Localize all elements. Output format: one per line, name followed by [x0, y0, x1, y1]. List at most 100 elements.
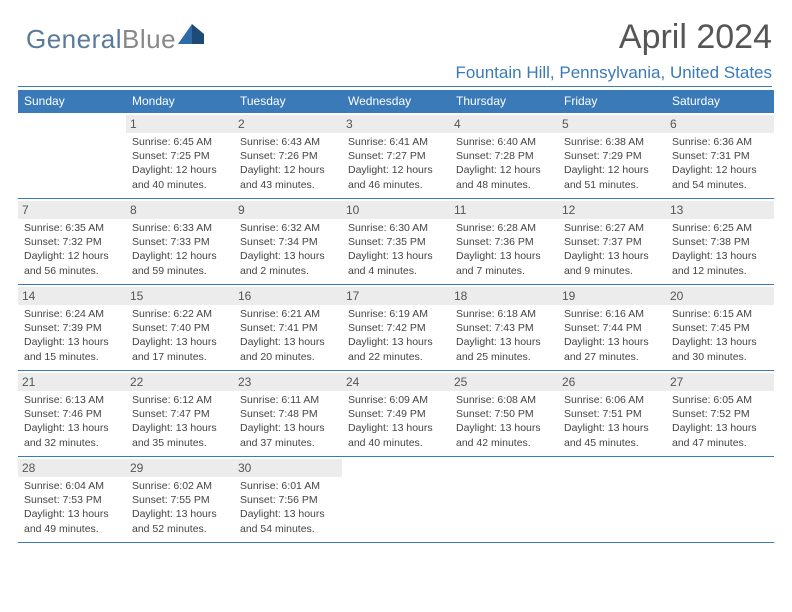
day-cell: 14Sunrise: 6:24 AMSunset: 7:39 PMDayligh…: [18, 285, 126, 370]
day-number: 2: [234, 115, 342, 133]
day-number: 24: [342, 373, 450, 391]
daylight-line: Daylight: 13 hours and 25 minutes.: [456, 335, 552, 363]
daylight-line: Daylight: 12 hours and 46 minutes.: [348, 163, 444, 191]
day-cell: 1Sunrise: 6:45 AMSunset: 7:25 PMDaylight…: [126, 113, 234, 198]
sunrise-line: Sunrise: 6:36 AM: [672, 135, 768, 149]
day-cell: 12Sunrise: 6:27 AMSunset: 7:37 PMDayligh…: [558, 199, 666, 284]
day-number: 1: [126, 115, 234, 133]
daylight-line: Daylight: 13 hours and 17 minutes.: [132, 335, 228, 363]
day-cell: 23Sunrise: 6:11 AMSunset: 7:48 PMDayligh…: [234, 371, 342, 456]
dow-cell: Wednesday: [342, 90, 450, 113]
dow-cell: Sunday: [18, 90, 126, 113]
sunset-line: Sunset: 7:37 PM: [564, 235, 660, 249]
day-number: 25: [450, 373, 558, 391]
sunset-line: Sunset: 7:51 PM: [564, 407, 660, 421]
sunrise-line: Sunrise: 6:41 AM: [348, 135, 444, 149]
day-number: 17: [342, 287, 450, 305]
day-cell: 19 Sunrise: 6:16 AMSunset: 7:44 PMDayligh…: [558, 285, 666, 370]
daylight-line: Daylight: 13 hours and 35 minutes.: [132, 421, 228, 449]
sunrise-line: Sunrise: 6:01 AM: [240, 479, 336, 493]
day-cell: 26Sunrise: 6:06 AMSunset: 7:51 PMDayligh…: [558, 371, 666, 456]
day-cell: 4Sunrise: 6:40 AMSunset: 7:28 PMDaylight…: [450, 113, 558, 198]
day-number: 16: [234, 287, 342, 305]
sunset-line: Sunset: 7:33 PM: [132, 235, 228, 249]
day-number: 12: [558, 201, 666, 219]
week-row: 28 Sunrise: 6:04 AMSunset: 7:53 PM Dayligh…: [18, 457, 774, 543]
sunset-line: Sunset: 7:28 PM: [456, 149, 552, 163]
daylight-line: Daylight: 13 hours and 7 minutes.: [456, 249, 552, 277]
sunset-line: Sunset: 7:44 PM: [564, 321, 660, 335]
location-line: Fountain Hill, Pennsylvania, United Stat…: [18, 63, 772, 87]
sunrise-line: Sunrise: 6:04 AM: [24, 479, 120, 493]
dow-cell: Friday: [558, 90, 666, 113]
sunrise-line: Sunrise: 6:13 AM: [24, 393, 120, 407]
day-cell: 18Sunrise: 6:18 AMSunset: 7:43 PMDayligh…: [450, 285, 558, 370]
dow-cell: Tuesday: [234, 90, 342, 113]
daylight-line: Daylight: 13 hours and 27 minutes.: [564, 335, 660, 363]
week-row: 21Sunrise: 6:13 AMSunset: 7:46 PMDayligh…: [18, 371, 774, 457]
sunrise-line: Sunrise: 6:40 AM: [456, 135, 552, 149]
day-cell: 6Sunrise: 6:36 AMSunset: 7:31 PMDaylight…: [666, 113, 774, 198]
day-number: 21: [18, 373, 126, 391]
daylight-line: Daylight: 13 hours and 45 minutes.: [564, 421, 660, 449]
day-number: 15: [126, 287, 234, 305]
day-number: 9: [234, 201, 342, 219]
day-cell: [342, 457, 450, 542]
calendar: SundayMondayTuesdayWednesdayThursdayFrid…: [18, 90, 774, 543]
weeks-container: 1Sunrise: 6:45 AMSunset: 7:25 PMDaylight…: [18, 113, 774, 543]
sunset-line: Sunset: 7:34 PM: [240, 235, 336, 249]
day-number: 6: [666, 115, 774, 133]
daylight-line: Daylight: 12 hours and 54 minutes.: [672, 163, 768, 191]
sunrise-line: Sunrise: 6:16 AM: [564, 307, 660, 321]
daylight-line: Daylight: 13 hours and 4 minutes.: [348, 249, 444, 277]
sunrise-line: Sunrise: 6:11 AM: [240, 393, 336, 407]
day-cell: 15Sunrise: 6:22 AMSunset: 7:40 PMDayligh…: [126, 285, 234, 370]
day-number: 26: [558, 373, 666, 391]
daylight-line: Daylight: 13 hours and 2 minutes.: [240, 249, 336, 277]
sunset-line: Sunset: 7:25 PM: [132, 149, 228, 163]
daylight-line: Daylight: 13 hours and 54 minutes.: [240, 507, 336, 535]
day-number: 13: [666, 201, 774, 219]
day-cell: 9 Sunrise: 6:32 AMSunset: 7:34 PMDaylight…: [234, 199, 342, 284]
sunrise-line: Sunrise: 6:32 AM: [240, 221, 336, 235]
sunrise-line: Sunrise: 6:21 AM: [240, 307, 336, 321]
day-number: 8: [126, 201, 234, 219]
day-number: 28: [18, 459, 126, 477]
sunrise-line: Sunrise: 6:35 AM: [24, 221, 120, 235]
day-number: 18: [450, 287, 558, 305]
sunrise-line: Sunrise: 6:08 AM: [456, 393, 552, 407]
day-cell: [666, 457, 774, 542]
dow-cell: Saturday: [666, 90, 774, 113]
sunrise-line: Sunrise: 6:15 AM: [672, 307, 768, 321]
week-row: 1Sunrise: 6:45 AMSunset: 7:25 PMDaylight…: [18, 113, 774, 199]
sunset-line: Sunset: 7:53 PM: [24, 493, 120, 507]
day-number: 7: [18, 201, 126, 219]
day-number: 14: [18, 287, 126, 305]
daylight-line: Daylight: 13 hours and 42 minutes.: [456, 421, 552, 449]
daylight-line: Daylight: 13 hours and 47 minutes.: [672, 421, 768, 449]
daylight-line: Daylight: 13 hours and 30 minutes.: [672, 335, 768, 363]
day-number: 19: [558, 287, 666, 305]
dow-cell: Thursday: [450, 90, 558, 113]
sunset-line: Sunset: 7:39 PM: [24, 321, 120, 335]
daylight-line: Daylight: 12 hours and 43 minutes.: [240, 163, 336, 191]
daylight-line: Daylight: 12 hours and 40 minutes.: [132, 163, 228, 191]
day-cell: 17Sunrise: 6:19 AMSunset: 7:42 PMDayligh…: [342, 285, 450, 370]
day-cell: 2Sunrise: 6:43 AMSunset: 7:26 PMDaylight…: [234, 113, 342, 198]
day-cell: 8Sunrise: 6:33 AMSunset: 7:33 PMDaylight…: [126, 199, 234, 284]
sunset-line: Sunset: 7:42 PM: [348, 321, 444, 335]
daylight-line: Daylight: 12 hours and 48 minutes.: [456, 163, 552, 191]
day-cell: 10Sunrise: 6:30 AMSunset: 7:35 PMDayligh…: [342, 199, 450, 284]
sunrise-line: Sunrise: 6:28 AM: [456, 221, 552, 235]
sunrise-line: Sunrise: 6:18 AM: [456, 307, 552, 321]
day-cell: 24Sunrise: 6:09 AMSunset: 7:49 PMDayligh…: [342, 371, 450, 456]
week-row: 14 Sunrise: 6:24 AMSunset: 7:39 PM Dayligh…: [18, 285, 774, 371]
sunset-line: Sunset: 7:45 PM: [672, 321, 768, 335]
week-row: 7Sunrise: 6:35 AMSunset: 7:32 PMDaylight…: [18, 199, 774, 285]
day-number: 27: [666, 373, 774, 391]
day-cell: 25Sunrise: 6:08 AMSunset: 7:50 PMDayligh…: [450, 371, 558, 456]
sunrise-line: Sunrise: 6:30 AM: [348, 221, 444, 235]
day-cell: 20Sunrise: 6:15 AMSunset: 7:45 PMDayligh…: [666, 285, 774, 370]
day-cell: 16Sunrise: 6:21 AMSunset: 7:41 PMDayligh…: [234, 285, 342, 370]
sunrise-line: Sunrise: 6:24 AM: [24, 307, 120, 321]
